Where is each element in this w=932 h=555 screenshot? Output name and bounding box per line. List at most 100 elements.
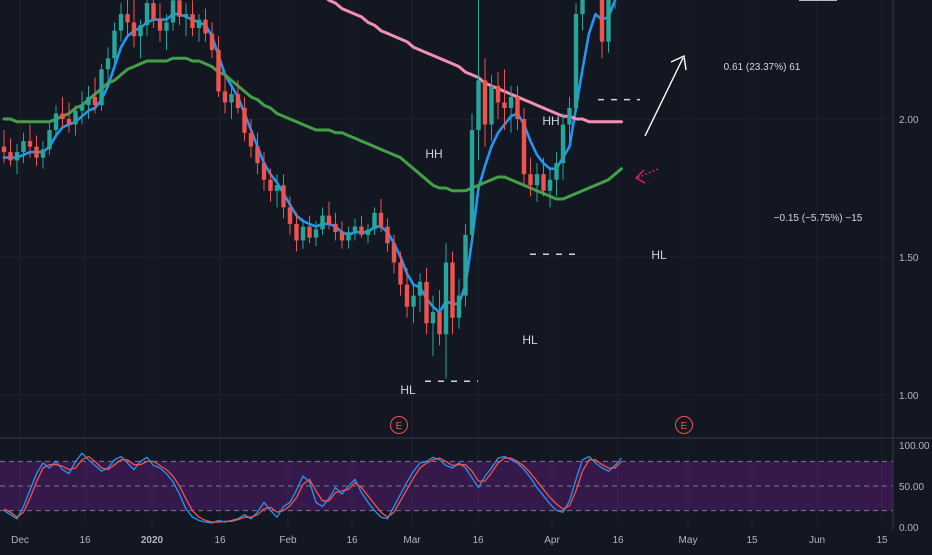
candle-body <box>47 130 51 149</box>
candle-body <box>112 31 116 59</box>
candle-body <box>398 263 402 285</box>
candle-body <box>125 14 129 22</box>
candle-body <box>203 20 207 34</box>
candle-body <box>8 152 12 160</box>
candle-body <box>489 86 493 125</box>
candle-body <box>145 3 149 25</box>
candle-body <box>307 227 311 238</box>
candle-body <box>366 229 370 235</box>
candle-body <box>385 227 389 244</box>
moving-averages <box>4 0 622 312</box>
oscillator-axis-label: 100.00 <box>899 441 930 452</box>
oscillator-pane <box>0 453 893 523</box>
candle-body <box>600 0 604 42</box>
candle-body <box>28 141 32 147</box>
swing-label-hl: HL <box>522 333 538 347</box>
time-axis-label: Dec <box>11 535 29 546</box>
price-axis-label: 1.00 <box>899 391 919 402</box>
candle-body <box>548 180 552 191</box>
candle-body <box>509 97 513 108</box>
candle-body <box>502 102 506 108</box>
candle-body <box>158 20 162 31</box>
candle-body <box>327 216 331 224</box>
candle-body <box>450 263 454 318</box>
candle-body <box>470 130 474 235</box>
oscillator-axis-label: 50.00 <box>899 482 924 493</box>
candle-body <box>483 80 487 124</box>
candle-body <box>281 185 285 207</box>
time-axis-label: Mar <box>403 535 421 546</box>
candle-body <box>184 14 188 17</box>
candle-body <box>340 232 344 240</box>
candle-body <box>151 3 155 20</box>
moving-average-line <box>4 0 622 312</box>
candle-body <box>190 14 194 28</box>
candle-body <box>262 163 266 180</box>
candle-body <box>197 20 201 28</box>
candle-body <box>424 282 428 323</box>
candle-body <box>574 14 578 108</box>
candle-body <box>67 119 71 125</box>
candle-body <box>522 119 526 174</box>
candle-body <box>236 94 240 108</box>
candle-body <box>242 108 246 133</box>
candle-body <box>437 312 441 334</box>
time-axis-label: 16 <box>472 535 484 546</box>
candle-body <box>229 94 233 102</box>
candle-body <box>346 232 350 240</box>
time-axis-label: 16 <box>79 535 91 546</box>
candle-body <box>288 207 292 224</box>
candle-body <box>93 97 97 105</box>
candle-body <box>268 180 272 191</box>
candle-body <box>177 0 181 17</box>
candle-body <box>372 213 376 230</box>
candle-body <box>554 163 558 180</box>
candle-body <box>359 227 363 235</box>
candle-body <box>528 174 532 185</box>
measure-down-label: −0.15 (−5.75%) −15 <box>774 213 863 224</box>
candle-body <box>15 152 19 160</box>
time-axis-label: Apr <box>544 535 560 546</box>
time-axis-label: Jun <box>809 535 825 546</box>
oscillator-axis-label: 0.00 <box>899 523 919 534</box>
swing-label-hh: HH <box>542 114 559 128</box>
price-axis-label: 2.00 <box>899 115 919 126</box>
candle-body <box>294 224 298 241</box>
swing-label-hl: HL <box>400 383 416 397</box>
candle-body <box>106 58 110 69</box>
time-axis-label: 15 <box>746 535 758 546</box>
candle-body <box>444 263 448 335</box>
candle-body <box>496 86 500 103</box>
candle-body <box>515 97 519 119</box>
time-axis-label: May <box>679 535 698 546</box>
time-axis-label: 15 <box>876 535 888 546</box>
time-axis-label: Feb <box>279 535 297 546</box>
candle-body <box>418 282 422 296</box>
candle-body <box>405 285 409 307</box>
candle-body <box>223 91 227 102</box>
candle-body <box>431 312 435 323</box>
candle-body <box>164 22 168 30</box>
time-axis-label: 16 <box>214 535 226 546</box>
candle-body <box>320 216 324 230</box>
candle-body <box>301 227 305 241</box>
candle-body <box>138 25 142 36</box>
candle-body <box>21 141 25 152</box>
candle-body <box>255 147 259 164</box>
candle-body <box>561 125 565 164</box>
candle-body <box>80 105 84 111</box>
candle-body <box>314 229 318 237</box>
swing-label-hl: HL <box>651 248 667 262</box>
candle-body <box>567 108 571 125</box>
candle-body <box>541 174 545 191</box>
candle-body <box>132 22 136 36</box>
candles <box>2 0 624 378</box>
earnings-marker-label: E <box>396 421 403 432</box>
candle-body <box>606 0 610 42</box>
candle-body <box>60 113 64 119</box>
candle-body <box>353 227 357 233</box>
candle-body <box>99 69 103 105</box>
time-axis-label: 2020 <box>141 535 164 546</box>
